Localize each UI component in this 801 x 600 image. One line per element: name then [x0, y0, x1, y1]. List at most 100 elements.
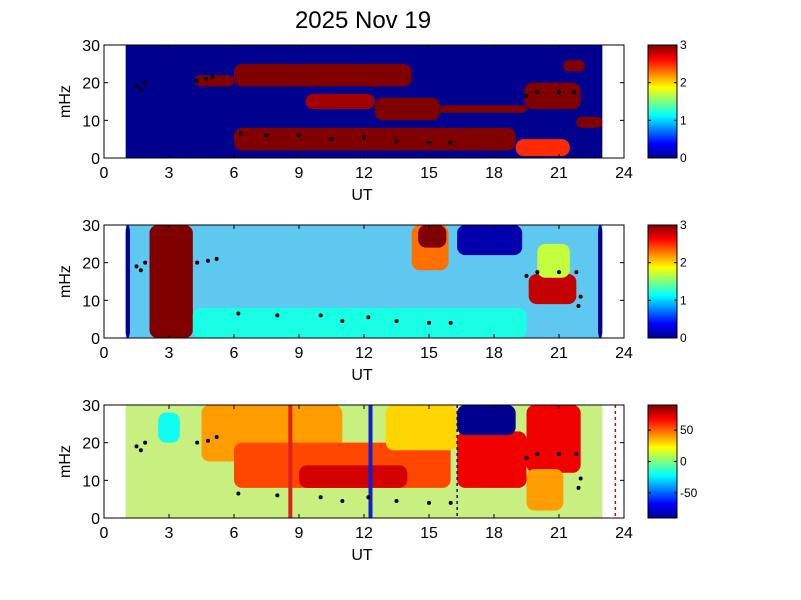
frequency-marker [143, 80, 148, 85]
colorbar-tick-label: 1 [680, 113, 687, 127]
heatmap-patch [374, 97, 440, 121]
frequency-marker [394, 499, 399, 504]
heatmap-patch [598, 225, 603, 338]
frequency-marker [264, 133, 269, 138]
frequency-marker [275, 493, 280, 498]
x-tick-label: 0 [100, 525, 109, 542]
colorbar-tick-label: 0 [680, 151, 687, 165]
heatmap-patch [528, 273, 577, 305]
frequency-marker [236, 491, 241, 496]
x-tick-label: 3 [165, 345, 174, 362]
x-tick-label: 6 [230, 165, 239, 182]
frequency-marker [448, 140, 453, 145]
x-tick-label: 21 [550, 165, 568, 182]
y-axis-label: mHz [57, 445, 74, 478]
frequency-marker [362, 135, 366, 140]
frequency-marker [236, 311, 241, 316]
heatmap-patch [234, 127, 516, 151]
frequency-marker [203, 76, 208, 81]
heatmap-patch [457, 225, 523, 256]
colorbar-tick-label: 2 [680, 256, 687, 270]
colorbar: 50 0 -50 [647, 404, 698, 519]
heatmap-patch [526, 469, 564, 511]
y-tick-label: 10 [82, 293, 100, 310]
frequency-marker [427, 140, 431, 145]
heatmap-patch [418, 225, 447, 248]
frequency-marker [134, 264, 139, 269]
colorbar-tick-label: 3 [680, 38, 687, 52]
frequency-marker [394, 139, 399, 144]
heatmap-patch [158, 412, 180, 443]
heatmap-patch [537, 243, 570, 278]
heatmap-patch [439, 105, 527, 113]
y-tick-label: 20 [82, 76, 100, 93]
x-tick-label: 15 [420, 525, 438, 542]
frequency-marker [524, 273, 529, 278]
frequency-marker [195, 78, 200, 83]
frequency-marker [572, 90, 577, 95]
y-tick-label: 30 [82, 38, 100, 55]
x-tick-label: 0 [100, 345, 109, 362]
frequency-marker [195, 440, 200, 445]
x-tick-label: 12 [355, 525, 373, 542]
frequency-marker [143, 440, 148, 445]
frequency-marker [578, 294, 583, 299]
heatmap [125, 225, 603, 338]
figure-title: 2025 Nov 19 [295, 7, 431, 34]
colorbar-gradient [647, 404, 678, 519]
frequency-marker [448, 320, 453, 325]
frequency-marker [578, 476, 583, 481]
frequency-marker [134, 84, 139, 89]
colorbar-gradient [647, 44, 678, 159]
frequency-marker [427, 500, 431, 505]
frequency-marker [448, 500, 453, 505]
y-tick-label: 0 [91, 331, 100, 348]
x-tick-label: 24 [615, 345, 633, 362]
heatmap-patch [192, 307, 527, 338]
frequency-marker [138, 88, 143, 93]
y-tick-label: 10 [82, 473, 100, 490]
frequency-marker [340, 319, 345, 324]
heatmap-patch [457, 405, 516, 436]
x-tick-label: 18 [485, 345, 503, 362]
y-tick-label: 0 [91, 511, 100, 528]
frequency-marker [138, 448, 143, 453]
frequency-marker [329, 137, 334, 142]
frequency-marker [214, 256, 219, 261]
x-tick-label: 21 [550, 525, 568, 542]
x-tick-label: 18 [485, 165, 503, 182]
colorbar-tick-label: 0 [680, 331, 687, 345]
heatmap-patch [526, 405, 581, 473]
x-axis-label: UT [351, 547, 373, 564]
y-tick-label: 10 [82, 113, 100, 130]
frequency-marker [214, 435, 219, 440]
x-tick-label: 12 [355, 165, 373, 182]
frequency-marker [427, 320, 431, 325]
x-tick-label: 21 [550, 345, 568, 362]
x-tick-label: 9 [295, 165, 304, 182]
x-tick-label: 9 [295, 525, 304, 542]
colorbar-tick-label: 3 [680, 218, 687, 232]
x-tick-label: 18 [485, 525, 503, 542]
y-tick-label: 0 [91, 151, 100, 168]
heatmap-patch [563, 60, 585, 72]
frequency-marker [143, 260, 148, 265]
panel-3: 0 3 6 9 12 15 18 21 24 0 10 20 30 UT mHz 50 0 -50 [57, 398, 698, 564]
frequency-marker [524, 93, 529, 98]
heatmap-patch [234, 63, 412, 87]
colorbar-gradient [647, 224, 678, 339]
heatmap-patch [299, 465, 408, 488]
frequency-marker [340, 499, 345, 504]
frequency-marker [318, 313, 323, 318]
x-tick-label: 12 [355, 345, 373, 362]
heatmap [125, 45, 603, 158]
frequency-marker [576, 303, 581, 308]
x-tick-label: 15 [420, 165, 438, 182]
x-tick-label: 6 [230, 345, 239, 362]
y-axis-label: mHz [57, 265, 74, 298]
frequency-marker [275, 313, 280, 318]
frequency-marker [535, 270, 540, 275]
frequency-marker [318, 495, 323, 500]
